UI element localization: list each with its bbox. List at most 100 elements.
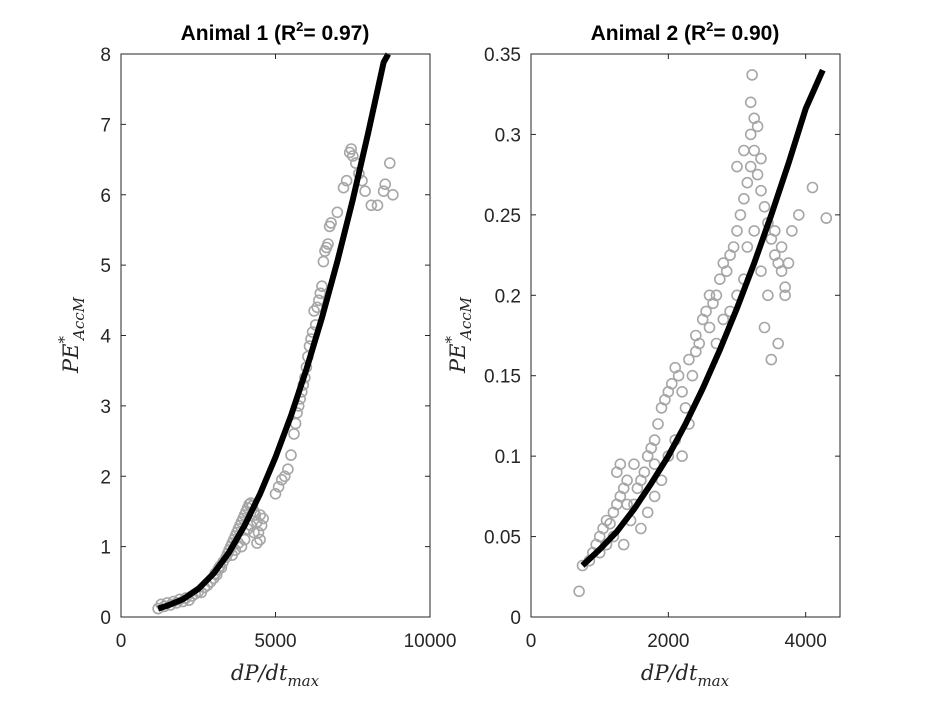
y-tick-label: 0.15 — [484, 367, 521, 388]
scatter-point — [282, 463, 294, 476]
scatter-point — [617, 538, 630, 551]
scatter-point — [269, 487, 282, 500]
scatter-point — [755, 184, 767, 197]
scatter-point — [686, 369, 699, 382]
y-tick-label: 0.05 — [484, 528, 521, 549]
scatter-point — [628, 458, 640, 471]
panel-2-axes-box — [530, 53, 841, 618]
y-tick-label: 0.35 — [484, 45, 521, 66]
scatter-point — [573, 585, 585, 598]
scatter-point — [744, 160, 757, 173]
x-tick-label: 0 — [116, 631, 127, 652]
scatter-point — [648, 490, 661, 503]
scatter-point — [635, 522, 647, 535]
x-tick-label: 4000 — [785, 631, 827, 652]
panel-2-x-ticks: 0 2000 4000 — [526, 54, 827, 652]
scatter-point — [621, 474, 633, 487]
scatter-point — [738, 144, 750, 157]
panel-1-x-axis-label: dP/dtmax — [231, 661, 320, 690]
y-tick-label: 5 — [100, 256, 111, 277]
panel-2-fit-curve — [580, 68, 826, 568]
scatter-point — [683, 353, 695, 366]
scatter-point — [775, 265, 788, 278]
scatter-point — [377, 185, 390, 197]
panel-1-scatter-points — [152, 143, 399, 615]
scatter-point — [820, 212, 833, 224]
scatter-point — [600, 514, 613, 527]
scatter-point — [676, 385, 688, 398]
scatter-point — [275, 473, 288, 486]
panel-animal-2: Animal 2 (R2= 0.90) 00.050.10.150.20.250… — [442, 19, 841, 690]
y-tick-label: 0.2 — [495, 286, 521, 307]
scatter-point — [665, 377, 678, 390]
panel-2-y-axis-label: PE*AccM — [442, 296, 475, 374]
scatter-point — [308, 305, 320, 317]
scatter-point — [779, 281, 791, 294]
scatter-point — [703, 289, 716, 302]
scatter-point — [365, 199, 378, 212]
y-tick-label: 0.1 — [495, 447, 521, 468]
scatter-point — [254, 533, 266, 546]
scatter-point — [731, 160, 743, 173]
scatter-point — [325, 217, 337, 229]
panel-1-y-ticks: 0 1 2 3 4 5 6 7 8 — [100, 45, 430, 629]
scatter-point — [254, 509, 266, 521]
scatter-point — [641, 506, 654, 519]
scatter-point — [792, 209, 805, 221]
scatter-point — [272, 480, 285, 493]
scatter-point — [610, 466, 623, 479]
scatter-point — [648, 458, 661, 471]
scatter-point — [755, 152, 767, 165]
scatter-point — [387, 189, 399, 201]
scatter-point — [717, 313, 730, 326]
panel-2-x-axis-label: dP/dtmax — [641, 661, 730, 690]
scatter-point — [672, 369, 685, 382]
scatter-point — [772, 337, 785, 350]
scatter-point — [331, 206, 344, 219]
scatter-point — [703, 321, 716, 334]
panel-1-y-axis-label: PE*AccM — [55, 296, 88, 374]
scatter-point — [337, 181, 350, 194]
scatter-point — [744, 96, 757, 109]
panel-2-title: Animal 2 (R2= 0.90) — [591, 19, 780, 45]
scatter-point — [775, 241, 788, 253]
scatter-point — [762, 289, 774, 302]
panel-1-title: Animal 1 (R2= 0.97) — [181, 19, 370, 45]
y-tick-label: 0 — [510, 608, 521, 629]
scatter-point — [748, 225, 761, 237]
y-tick-label: 6 — [100, 186, 111, 207]
scatter-point — [744, 128, 757, 141]
scatter-point — [676, 450, 688, 462]
scatter-point — [720, 265, 733, 278]
scatter-point — [779, 289, 791, 302]
scatter-point — [251, 537, 263, 549]
scatter-point — [248, 526, 260, 539]
scatter-point — [235, 540, 248, 553]
scatter-point — [383, 157, 396, 169]
scatter-point — [806, 181, 819, 194]
x-tick-label: 2000 — [647, 631, 689, 652]
scatter-point — [604, 517, 616, 530]
scatter-point — [746, 69, 758, 81]
scatter-point — [741, 176, 754, 189]
scatter-point — [786, 225, 798, 237]
scatter-point — [317, 255, 330, 268]
x-tick-label: 10000 — [404, 631, 457, 652]
scatter-point — [288, 428, 300, 440]
scatter-point — [371, 199, 384, 212]
y-tick-label: 4 — [100, 327, 111, 348]
scatter-point — [727, 241, 740, 253]
x-tick-label: 5000 — [254, 631, 296, 652]
scatter-point — [751, 120, 764, 133]
scatter-point — [755, 265, 767, 278]
y-tick-label: 3 — [100, 397, 111, 418]
scatter-point — [346, 150, 359, 162]
scatter-point — [379, 178, 392, 190]
scatter-point — [652, 418, 664, 430]
scatter-point — [768, 225, 781, 237]
scatter-point — [278, 470, 291, 483]
scatter-point — [257, 512, 269, 525]
scatter-point — [713, 273, 726, 286]
y-tick-label: 2 — [100, 467, 111, 488]
